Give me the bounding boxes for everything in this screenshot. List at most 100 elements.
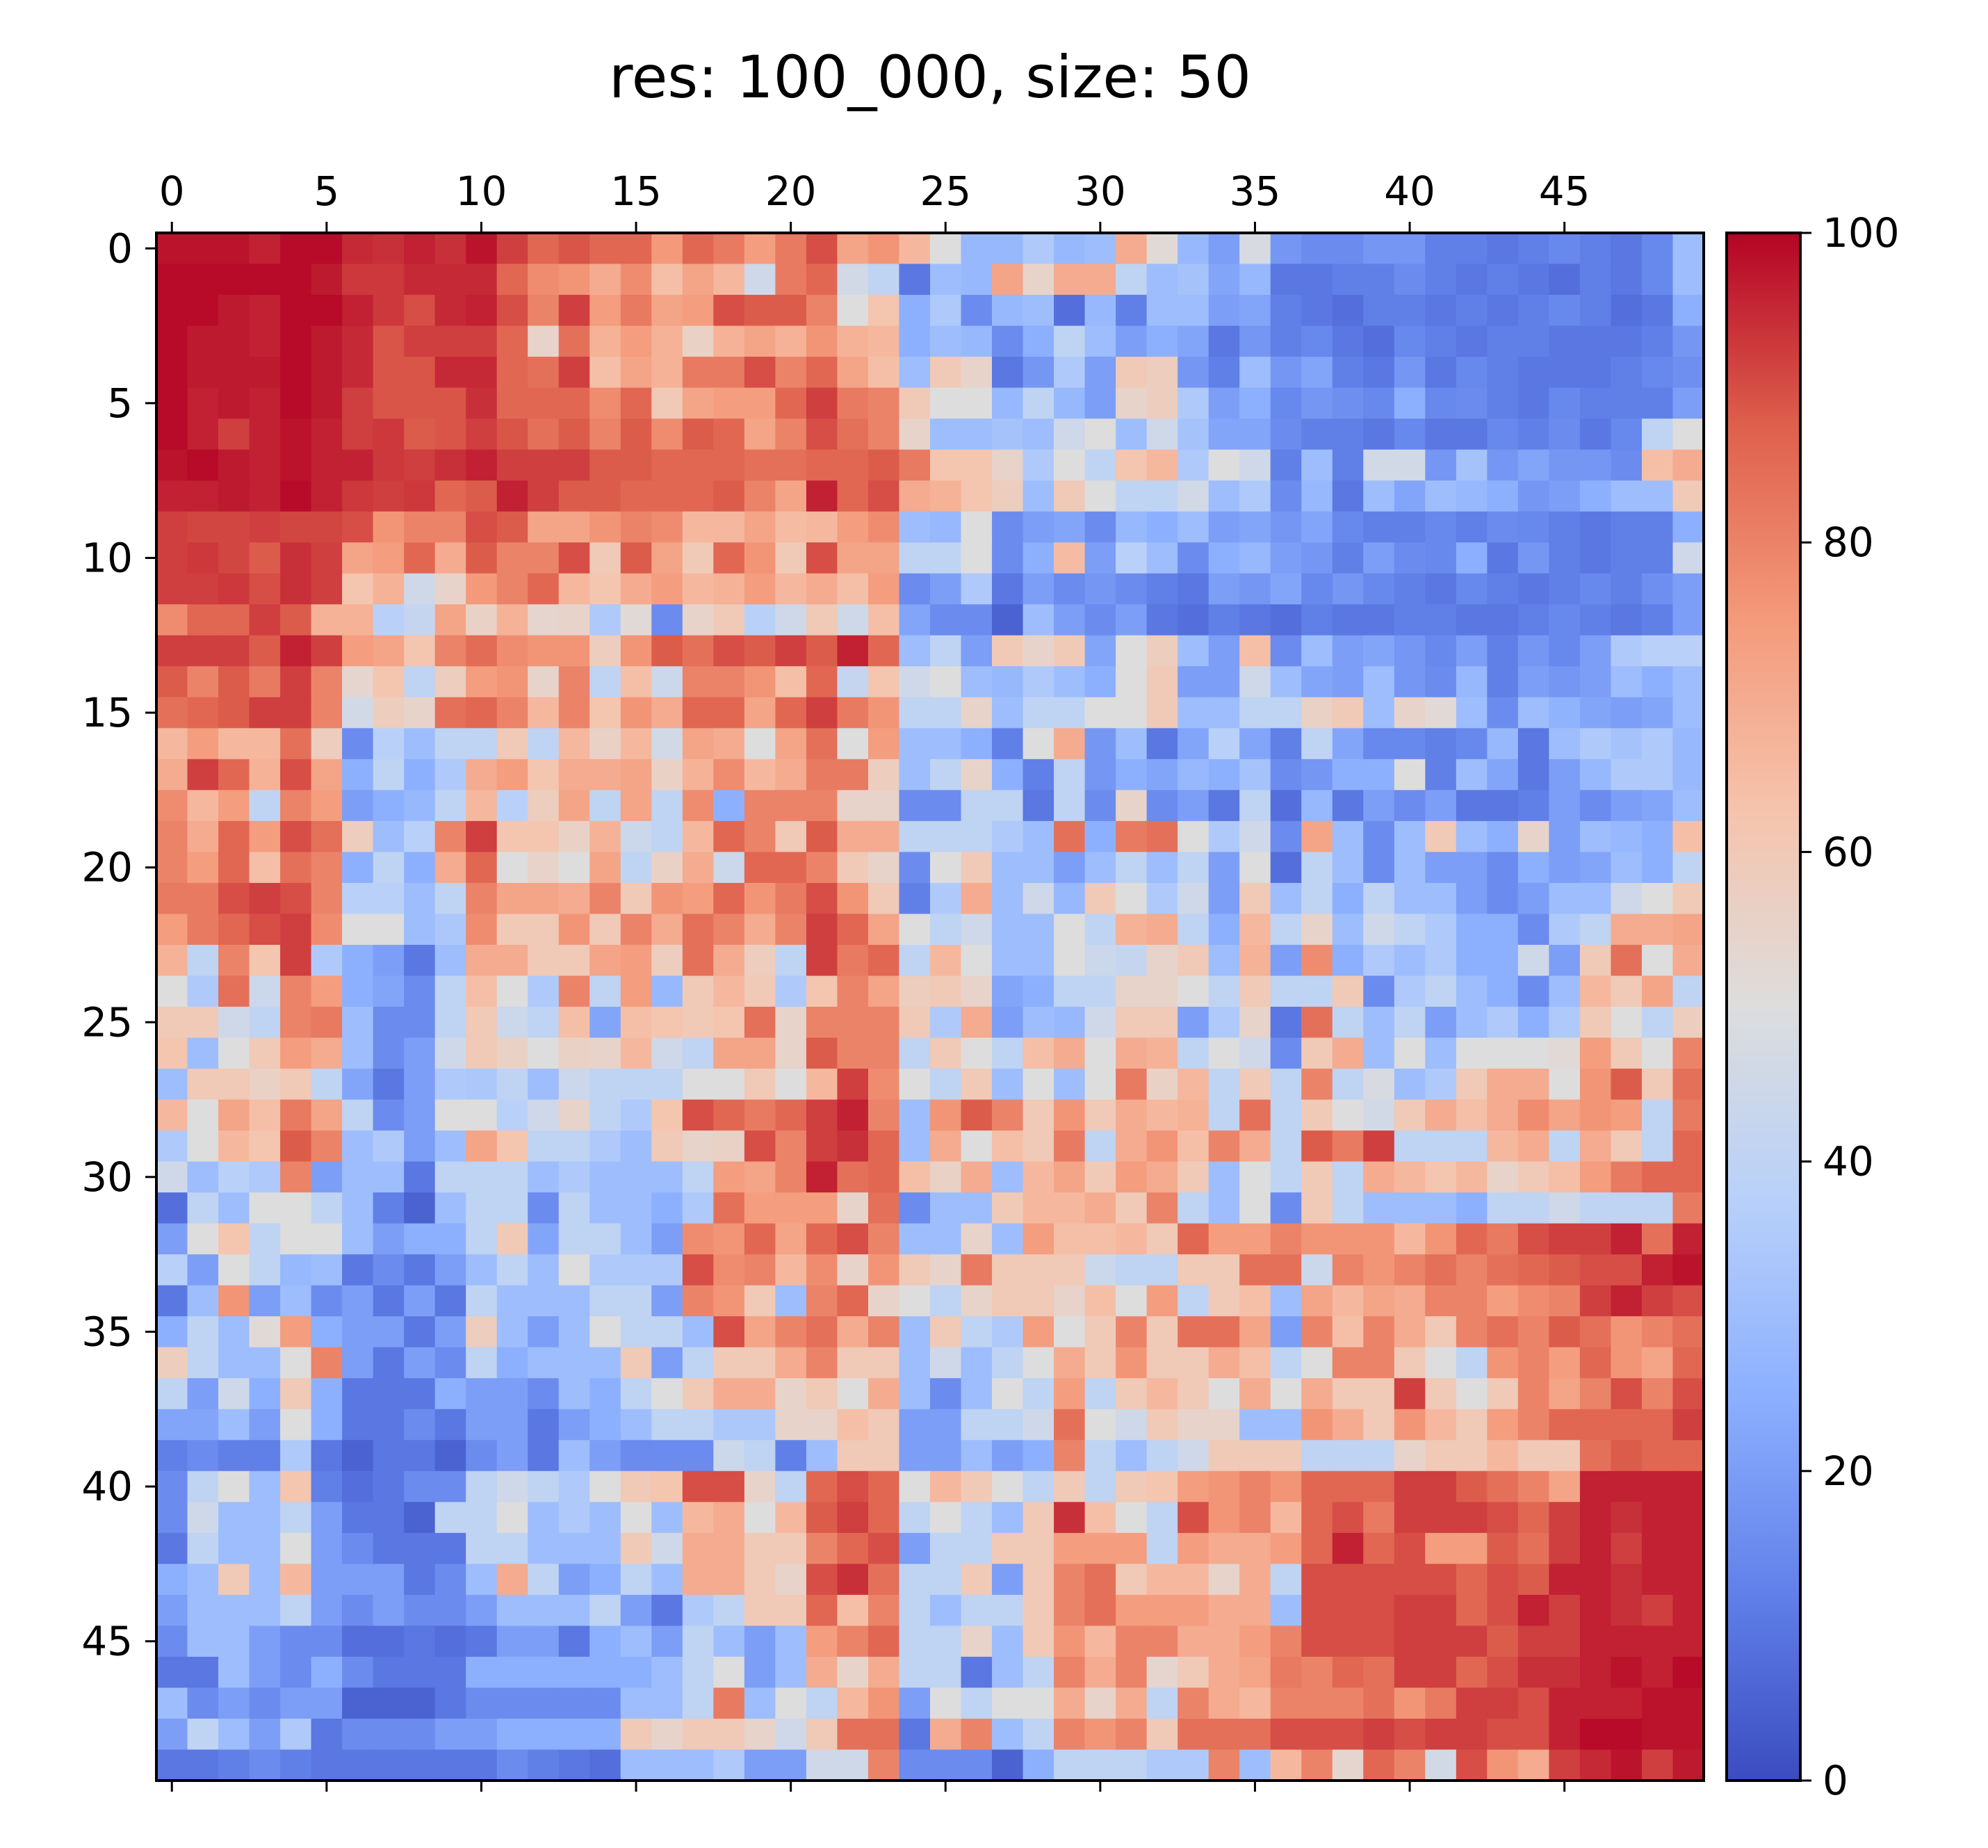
heatmap-cell: [1208, 325, 1240, 357]
heatmap-cell: [992, 820, 1024, 852]
heatmap-cell: [682, 1161, 714, 1193]
heatmap-cell: [1178, 1285, 1209, 1317]
heatmap-cell: [1084, 1192, 1116, 1224]
heatmap-cell: [342, 1378, 374, 1410]
heatmap-cell: [1208, 975, 1240, 1007]
heatmap-cell: [1517, 759, 1549, 791]
heatmap-cell: [311, 852, 343, 884]
heatmap-cell: [1022, 1099, 1054, 1131]
heatmap-cell: [311, 419, 343, 451]
heatmap-cell: [775, 1316, 807, 1348]
heatmap-cell: [620, 1254, 652, 1286]
heatmap-cell: [249, 914, 281, 946]
heatmap-cell: [1425, 882, 1457, 915]
heatmap-cell: [1672, 1378, 1704, 1410]
heatmap-cell: [744, 1223, 776, 1255]
heatmap-cell: [218, 666, 250, 698]
heatmap-cell: [1301, 1626, 1333, 1657]
heatmap-cell: [1579, 511, 1612, 543]
heatmap-cell: [837, 1316, 869, 1348]
heatmap-cell: [930, 635, 962, 667]
heatmap-cell: [1487, 419, 1519, 451]
heatmap-cell: [744, 1594, 776, 1626]
heatmap-cell: [218, 728, 250, 760]
heatmap-cell: [961, 1409, 993, 1441]
heatmap-cell: [744, 666, 776, 698]
heatmap-cell: [837, 666, 869, 698]
heatmap-cell: [1549, 419, 1581, 451]
heatmap-cell: [1517, 975, 1549, 1007]
heatmap-cell: [434, 1254, 466, 1286]
heatmap-cell: [280, 542, 312, 574]
heatmap-cell: [1672, 1223, 1704, 1255]
heatmap-cell: [775, 387, 807, 419]
heatmap-cell: [961, 573, 993, 605]
heatmap-cell: [373, 480, 405, 512]
heatmap-cell: [1487, 728, 1519, 760]
heatmap-cell: [466, 1532, 498, 1564]
heatmap-cell: [1394, 1192, 1426, 1224]
heatmap-cell: [713, 1192, 745, 1224]
heatmap-cell: [1611, 852, 1643, 884]
heatmap-cell: [1054, 573, 1086, 605]
heatmap-cell: [1022, 387, 1054, 419]
heatmap-cell: [961, 914, 993, 946]
heatmap-cell: [1549, 1347, 1581, 1379]
heatmap-cell: [1301, 1656, 1333, 1689]
heatmap-cell: [1363, 604, 1395, 636]
heatmap-cell: [342, 1130, 374, 1162]
heatmap-cell: [744, 1718, 776, 1751]
heatmap-cell: [249, 1099, 281, 1131]
heatmap-cell: [806, 233, 838, 265]
heatmap-cell: [930, 325, 962, 357]
heatmap-cell: [1054, 914, 1086, 946]
heatmap-cell: [775, 1594, 807, 1626]
heatmap-cell: [1363, 1223, 1395, 1255]
heatmap-cell: [1363, 1749, 1395, 1781]
heatmap-cell: [1611, 1223, 1643, 1255]
heatmap-cell: [156, 1687, 188, 1719]
heatmap-cell: [930, 1192, 962, 1224]
heatmap-cell: [373, 1378, 405, 1410]
heatmap-cell: [961, 480, 993, 512]
heatmap-cell: [280, 1502, 312, 1534]
heatmap-cell: [1641, 449, 1674, 481]
heatmap-cell: [1579, 1594, 1612, 1626]
heatmap-cell: [682, 666, 714, 698]
heatmap-cell: [1178, 1594, 1209, 1626]
heatmap-cell: [1425, 511, 1457, 543]
heatmap-cell: [682, 1440, 714, 1472]
heatmap-cell: [651, 1316, 683, 1348]
heatmap-cell: [156, 1440, 188, 1472]
heatmap-cell: [558, 387, 590, 419]
heatmap-cell: [249, 1285, 281, 1317]
heatmap-cell: [713, 728, 745, 760]
heatmap-cell: [1456, 1007, 1488, 1039]
heatmap-cell: [992, 1161, 1024, 1193]
heatmap-cell: [1487, 1069, 1519, 1101]
heatmap-cell: [620, 604, 652, 636]
heatmap-cell: [1146, 1532, 1178, 1564]
heatmap-cell: [1425, 1470, 1457, 1502]
heatmap-cell: [682, 1470, 714, 1502]
heatmap-cell: [1363, 1347, 1395, 1379]
heatmap-cell: [558, 233, 590, 265]
heatmap-cell: [589, 1347, 621, 1379]
x-tick-label: 20: [765, 168, 817, 215]
heatmap-cell: [651, 1594, 683, 1626]
heatmap-cell: [1301, 1470, 1333, 1502]
heatmap-cell: [156, 914, 188, 946]
heatmap-cell: [806, 1532, 838, 1564]
heatmap-cell: [1054, 1564, 1086, 1596]
heatmap-cell: [373, 325, 405, 357]
heatmap-cell: [496, 914, 528, 946]
heatmap-cell: [1641, 573, 1674, 605]
heatmap-cell: [187, 1470, 219, 1502]
heatmap-cell: [651, 542, 683, 574]
heatmap-cell: [1208, 1347, 1240, 1379]
heatmap-cell: [187, 419, 219, 451]
heatmap-cell: [930, 944, 962, 977]
heatmap-cell: [1641, 1037, 1674, 1069]
heatmap-cell: [682, 573, 714, 605]
heatmap-cell: [249, 1687, 281, 1719]
